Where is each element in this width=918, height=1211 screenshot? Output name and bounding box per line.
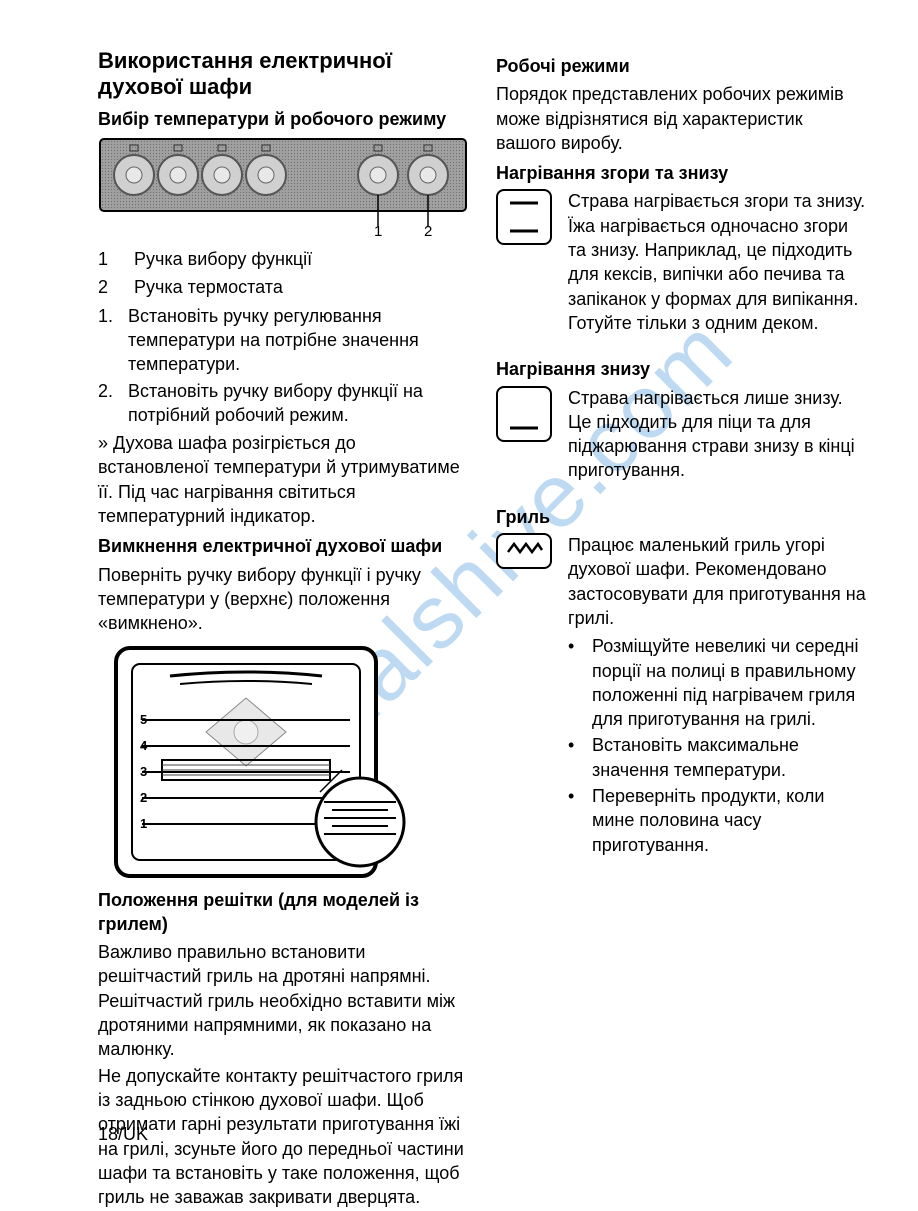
modes-heading: Робочі режими [496, 54, 866, 78]
rack-text-1: Важливо правильно встановити решітчастий… [98, 940, 468, 1061]
top-bottom-heat-icon [496, 189, 552, 245]
mode3-text: Працює маленький гриль угорі духової шаф… [568, 533, 866, 630]
modes-intro: Порядок представлених робочих режимів мо… [496, 82, 866, 155]
oven-interior-diagram: 5 4 3 2 1 [110, 642, 410, 882]
mode3-block: Працює маленький гриль угорі духової шаф… [496, 533, 866, 859]
step-1-text: Встановіть ручку регулювання температури… [128, 304, 468, 377]
legend-text-1: Ручка вибору функції [134, 247, 312, 271]
step-1: 1. Встановіть ручку регулювання температ… [98, 304, 468, 377]
right-column: Робочі режими Порядок представлених робо… [496, 48, 866, 1211]
mode1-title: Нагрівання згори та знизу [496, 161, 866, 185]
panel-label-1: 1 [374, 223, 382, 237]
subheading-selection: Вибір температури й робочого режиму [98, 107, 468, 131]
bullet-3-text: Переверніть продукти, коли мине половина… [592, 784, 866, 857]
bullet-dot: • [568, 634, 578, 731]
legend-row-1: 1 Ручка вибору функції [98, 247, 468, 271]
step-2-num: 2. [98, 379, 116, 428]
legend-text-2: Ручка термостата [134, 275, 283, 299]
control-panel-diagram: 1 2 [98, 137, 468, 237]
bullet-2: • Встановіть максимальне значення темпер… [568, 733, 866, 782]
legend-row-2: 2 Ручка термостата [98, 275, 468, 299]
bullet-2-text: Встановіть максимальне значення температ… [592, 733, 866, 782]
oven-level-3: 3 [140, 764, 147, 779]
oven-level-2: 2 [140, 790, 147, 805]
bullet-1: • Розміщуйте невеликі чи середні порції … [568, 634, 866, 731]
mode2-title: Нагрівання знизу [496, 357, 866, 381]
mode3-bullets: • Розміщуйте невеликі чи середні порції … [568, 634, 866, 857]
bullet-dot: • [568, 733, 578, 782]
steps-list: 1. Встановіть ручку регулювання температ… [98, 304, 468, 427]
mode2-block: Страва нагрівається лише знизу. Це підхо… [496, 386, 866, 483]
step-2-text: Встановіть ручку вибору функції на потрі… [128, 379, 468, 428]
bullet-1-text: Розміщуйте невеликі чи середні порції на… [592, 634, 866, 731]
oven-note: » Духова шафа розігріється до встановлен… [98, 431, 468, 528]
panel-label-2: 2 [424, 223, 432, 237]
subheading-rack: Положення решітки (для моделей із грилем… [98, 888, 468, 937]
mode1-text: Страва нагрівається згори та знизу. Їжа … [568, 189, 866, 335]
legend-num-2: 2 [98, 275, 112, 299]
bottom-heat-icon [496, 386, 552, 442]
bullet-3: • Переверніть продукти, коли мине полови… [568, 784, 866, 857]
mode2-text: Страва нагрівається лише знизу. Це підхо… [568, 386, 866, 483]
main-heading: Використання електричної духової шафи [98, 48, 468, 101]
step-1-num: 1. [98, 304, 116, 377]
bullet-dot: • [568, 784, 578, 857]
oven-level-5: 5 [140, 712, 147, 727]
mode1-block: Страва нагрівається згори та знизу. Їжа … [496, 189, 866, 335]
oven-level-1: 1 [140, 816, 147, 831]
legend-num-1: 1 [98, 247, 112, 271]
mode3-title: Гриль [496, 505, 866, 529]
grill-icon [496, 533, 552, 569]
subheading-off: Вимкнення електричної духової шафи [98, 534, 468, 558]
off-text: Поверніть ручку вибору функції і ручку т… [98, 563, 468, 636]
oven-level-4: 4 [140, 738, 148, 753]
left-column: Використання електричної духової шафи Ви… [98, 48, 468, 1211]
step-2: 2. Встановіть ручку вибору функції на по… [98, 379, 468, 428]
